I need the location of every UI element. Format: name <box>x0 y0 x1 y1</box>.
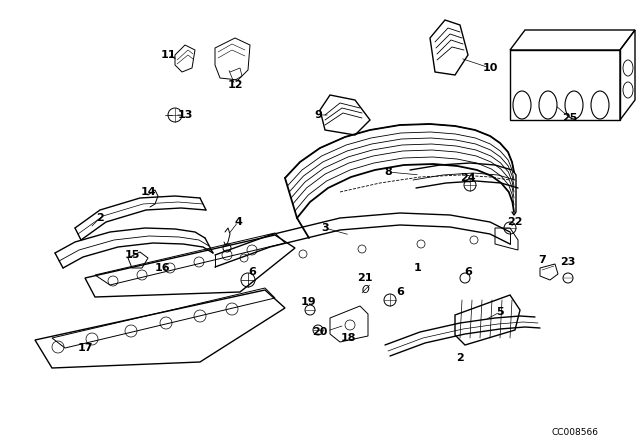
Text: 3: 3 <box>321 223 329 233</box>
Text: 22: 22 <box>508 217 523 227</box>
Text: 5: 5 <box>496 307 504 317</box>
Text: 4: 4 <box>234 217 242 227</box>
Text: 12: 12 <box>227 80 243 90</box>
Text: 13: 13 <box>177 110 193 120</box>
Text: 18: 18 <box>340 333 356 343</box>
Text: 6: 6 <box>248 267 256 277</box>
Text: 19: 19 <box>300 297 316 307</box>
Text: 25: 25 <box>563 113 578 123</box>
Text: 10: 10 <box>483 63 498 73</box>
Text: 23: 23 <box>560 257 576 267</box>
Text: 6: 6 <box>396 287 404 297</box>
Text: CC008566: CC008566 <box>552 427 598 436</box>
Text: Ø: Ø <box>361 285 369 295</box>
Text: 2: 2 <box>96 213 104 223</box>
Text: 24: 24 <box>460 173 476 183</box>
Text: 7: 7 <box>538 255 546 265</box>
Text: 9: 9 <box>314 110 322 120</box>
Text: 2: 2 <box>456 353 464 363</box>
Text: 14: 14 <box>140 187 156 197</box>
Text: 16: 16 <box>154 263 170 273</box>
Text: 21: 21 <box>357 273 372 283</box>
Text: 6: 6 <box>464 267 472 277</box>
Text: 11: 11 <box>160 50 176 60</box>
Text: 1: 1 <box>414 263 422 273</box>
Text: 17: 17 <box>77 343 93 353</box>
Text: 15: 15 <box>124 250 140 260</box>
Text: 20: 20 <box>312 327 328 337</box>
Text: 8: 8 <box>384 167 392 177</box>
